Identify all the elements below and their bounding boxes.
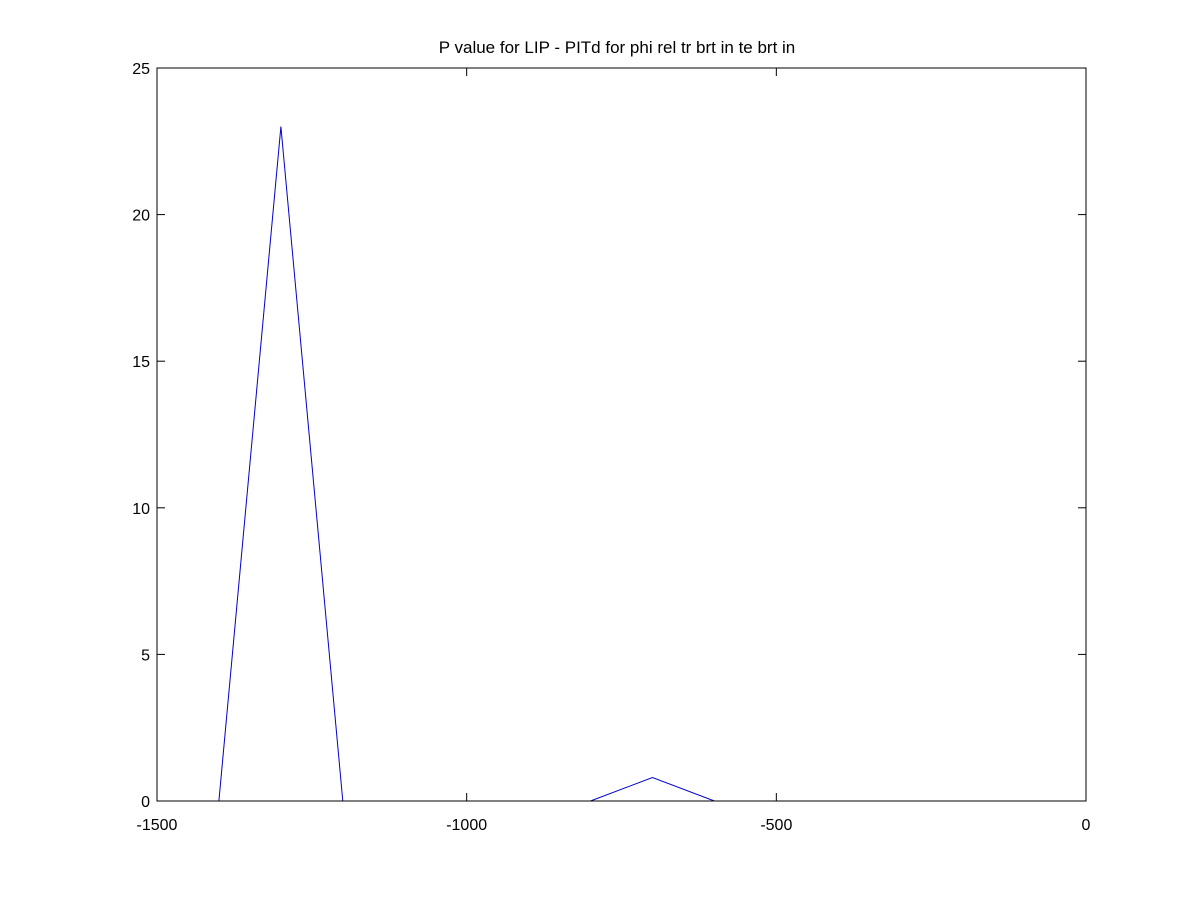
y-tick-label: 0 [141, 794, 150, 811]
plot-area [218, 126, 1086, 802]
x-tick-label: -1000 [446, 817, 487, 834]
chart-title: P value for LIP - PITd for phi rel tr br… [439, 38, 796, 57]
axis-ticks: -1500 -1000 -500 0 0 5 10 15 20 25 [132, 61, 1090, 834]
y-tick-label: 10 [132, 501, 150, 518]
y-tick-label: 15 [132, 354, 150, 371]
axes-frame [156, 67, 1087, 802]
x-tick-label: -500 [760, 817, 792, 834]
y-tick-label: 25 [132, 61, 150, 78]
x-tick-label: 0 [1082, 817, 1091, 834]
x-tick-label: -1500 [137, 817, 178, 834]
y-tick-label: 5 [141, 647, 150, 664]
series-line [218, 126, 1086, 802]
y-tick-label: 20 [132, 208, 150, 225]
